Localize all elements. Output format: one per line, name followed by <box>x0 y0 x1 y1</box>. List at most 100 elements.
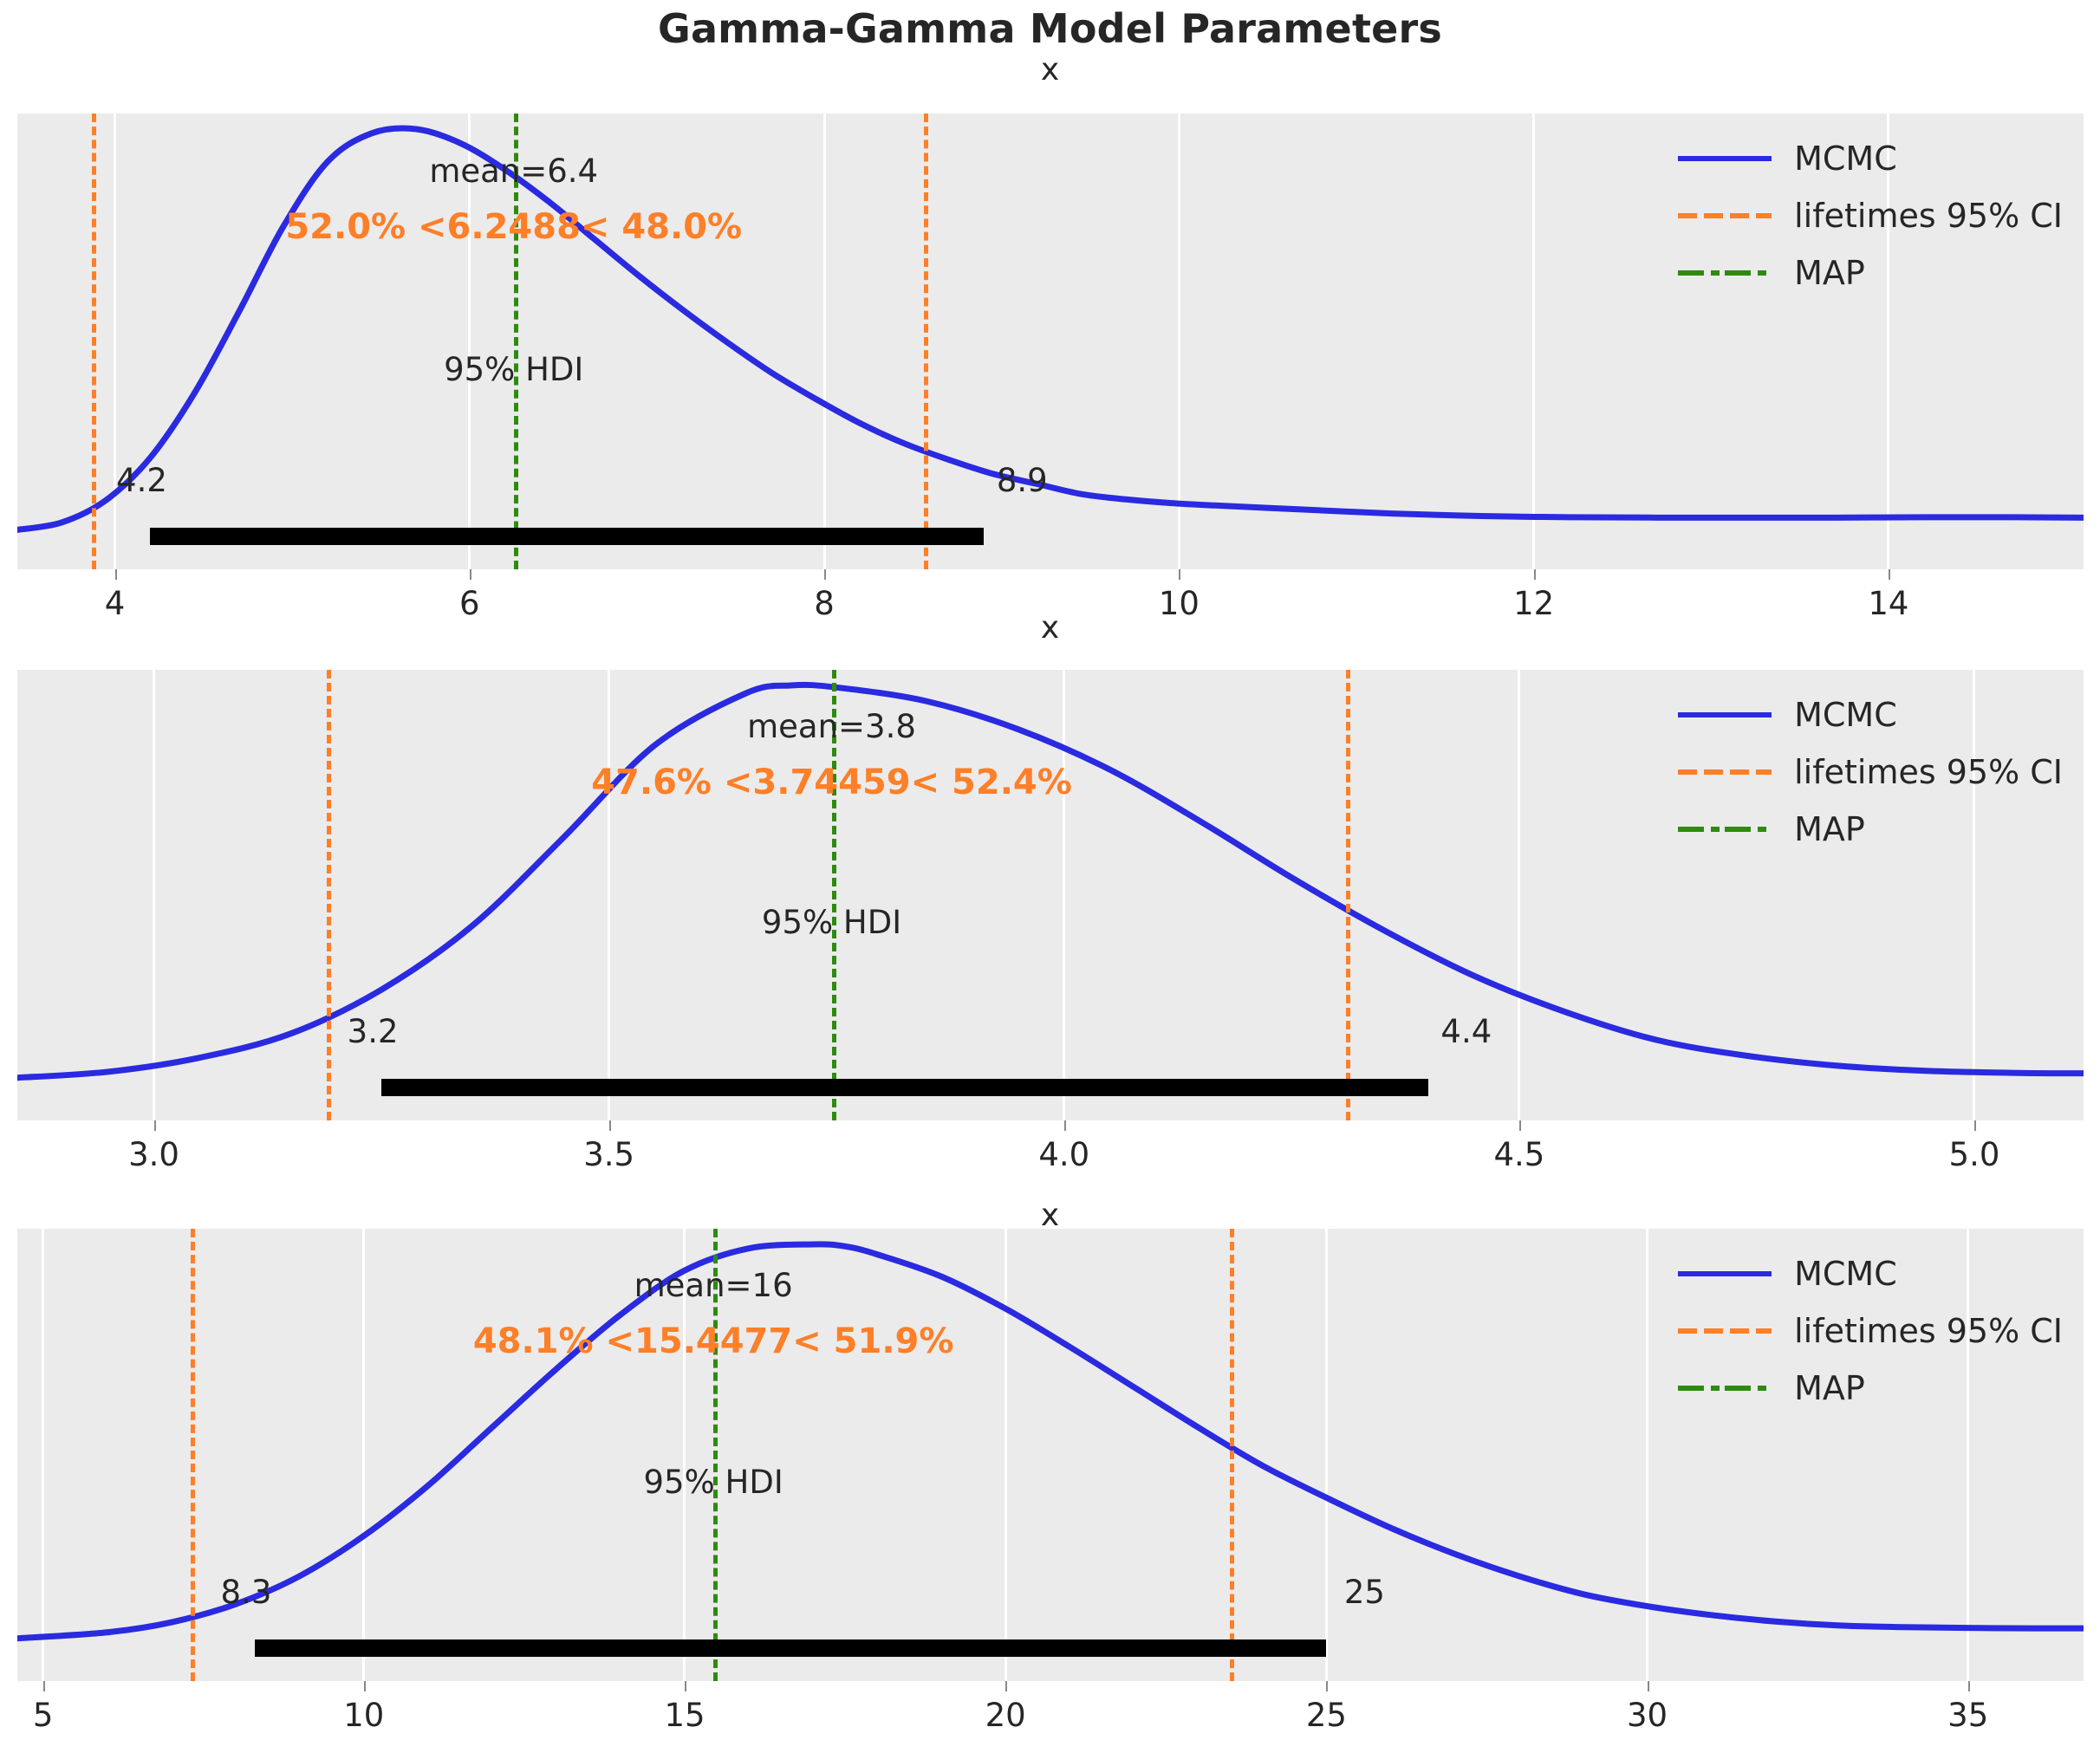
legend: MCMC lifetimes 95% CI MAP <box>1678 1255 2063 1407</box>
x-tick-label-5: 30 <box>1626 1697 1668 1734</box>
gridline-2 <box>822 114 826 569</box>
legend-label: MAP <box>1794 254 1865 292</box>
hdi-label: 95% HDI <box>444 351 584 388</box>
legend-seg <box>1704 213 1724 218</box>
legend-seg <box>1711 1386 1720 1391</box>
percent-label: 47.6% <3.74459< 52.4% <box>591 763 1072 802</box>
panel-2: x mean=3.8 47.6% <3.74459< 52.4% 95% HDI 3.… <box>0 607 2100 1204</box>
x-tick-label-6: 35 <box>1947 1697 1989 1734</box>
x-tick-label-3: 20 <box>985 1697 1026 1734</box>
tick-mark-5 <box>1647 1681 1649 1691</box>
legend-seg <box>1678 1271 1772 1276</box>
legend-swatch-solid-icon <box>1678 1271 1772 1276</box>
legend-seg <box>1756 769 1772 775</box>
legend-seg <box>1678 769 1698 775</box>
tick-mark-1 <box>363 1681 366 1691</box>
legend-seg <box>1711 827 1720 832</box>
panel-3: x mean=16 48.1% <15.4477< 51.9% 95% HDI 8.3… <box>0 1198 2100 1753</box>
legend-item-map[interactable]: MAP <box>1678 810 2063 848</box>
legend-label: MAP <box>1794 1369 1865 1407</box>
legend-item-lifetimes-95-ci[interactable]: lifetimes 95% CI <box>1678 753 2063 791</box>
legend-seg <box>1725 1386 1752 1391</box>
gridline-3 <box>1177 114 1180 569</box>
legend-item-lifetimes-95-ci[interactable]: lifetimes 95% CI <box>1678 197 2063 235</box>
legend-item-map[interactable]: MAP <box>1678 254 2063 292</box>
legend-seg <box>1758 270 1767 276</box>
figure-title: Gamma-Gamma Model Parameters <box>657 5 1443 52</box>
hdi-high-label: 4.4 <box>1440 1013 1492 1050</box>
tick-mark-4 <box>1326 1681 1329 1691</box>
panel-2-subtitle: x <box>1040 610 1060 646</box>
tick-mark-3 <box>1179 569 1181 580</box>
x-tick-label-0: 5 <box>32 1697 54 1734</box>
legend-seg <box>1678 1328 1698 1334</box>
legend-label: lifetimes 95% CI <box>1794 753 2063 791</box>
ci-line-high <box>923 114 928 569</box>
x-tick-label-2: 8 <box>814 585 835 622</box>
x-tick-label-4: 12 <box>1513 585 1555 622</box>
legend: MCMC lifetimes 95% CI MAP <box>1678 140 2063 292</box>
legend-label: MAP <box>1794 810 1865 848</box>
gridline-3 <box>1518 670 1521 1120</box>
legend-swatch-solid-icon <box>1678 712 1772 717</box>
mean-label: mean=3.8 <box>747 708 916 745</box>
hdi-bar <box>381 1079 1428 1096</box>
legend-seg <box>1711 270 1720 276</box>
legend-seg <box>1758 1386 1767 1391</box>
gridline-2 <box>683 1229 686 1681</box>
legend-label: lifetimes 95% CI <box>1794 197 2063 235</box>
legend-seg <box>1730 1328 1750 1334</box>
legend-label: MCMC <box>1794 140 1897 178</box>
hdi-low-label: 8.3 <box>220 1574 272 1611</box>
legend-label: MCMC <box>1794 696 1897 734</box>
legend-item-map[interactable]: MAP <box>1678 1369 2063 1407</box>
percent-label: 48.1% <15.4477< 51.9% <box>472 1321 954 1361</box>
legend-item-mcmc[interactable]: MCMC <box>1678 140 2063 178</box>
gridline-1 <box>608 670 611 1120</box>
ci-line-high <box>1346 670 1351 1120</box>
map-line <box>831 670 836 1120</box>
hdi-low-label: 4.2 <box>116 462 167 499</box>
legend-swatch-dashed-icon <box>1678 769 1772 775</box>
tick-mark-3 <box>1518 1120 1521 1131</box>
tick-mark-1 <box>608 1120 611 1131</box>
panel-1-plot-area: mean=6.4 52.0% <6.2488< 48.0% 95% HDI 4.2 8.… <box>17 114 2084 569</box>
gridline-2 <box>1063 670 1066 1120</box>
x-tick-label-3: 4.5 <box>1493 1136 1545 1173</box>
mean-label: mean=6.4 <box>429 153 599 190</box>
map-line <box>513 114 518 569</box>
legend-seg <box>1725 827 1752 832</box>
legend-seg <box>1678 270 1705 276</box>
x-tick-label-4: 25 <box>1305 1697 1347 1734</box>
legend-item-lifetimes-95-ci[interactable]: lifetimes 95% CI <box>1678 1312 2063 1350</box>
legend-seg <box>1678 827 1705 832</box>
ci-line-low <box>91 114 96 569</box>
legend-swatch-dashed-icon <box>1678 1328 1772 1334</box>
gridline-0 <box>42 1229 45 1681</box>
legend-seg <box>1678 213 1698 218</box>
tick-mark-0 <box>42 1681 45 1691</box>
gridline-1 <box>362 1229 366 1681</box>
x-tick-label-0: 4 <box>104 585 126 622</box>
legend-seg <box>1704 769 1724 775</box>
x-tick-label-5: 14 <box>1868 585 1909 622</box>
legend-swatch-dashdot-icon <box>1678 270 1772 276</box>
panel-3-subtitle: x <box>1040 1198 1060 1233</box>
legend-seg <box>1730 213 1750 218</box>
legend-seg <box>1756 1328 1772 1334</box>
x-tick-label-2: 4.0 <box>1038 1136 1090 1173</box>
legend-item-mcmc[interactable]: MCMC <box>1678 696 2063 734</box>
x-tick-label-3: 10 <box>1158 585 1200 622</box>
hdi-high-label: 25 <box>1343 1574 1385 1611</box>
legend-seg <box>1678 712 1772 717</box>
legend-item-mcmc[interactable]: MCMC <box>1678 1255 2063 1293</box>
gridline-6 <box>1967 1229 1970 1681</box>
legend-seg <box>1730 769 1750 775</box>
x-tick-label-0: 3.0 <box>128 1136 179 1173</box>
tick-mark-2 <box>684 1681 686 1691</box>
legend-seg <box>1678 156 1772 161</box>
hdi-bar <box>150 528 985 545</box>
tick-mark-2 <box>824 569 827 580</box>
tick-mark-2 <box>1063 1120 1066 1131</box>
